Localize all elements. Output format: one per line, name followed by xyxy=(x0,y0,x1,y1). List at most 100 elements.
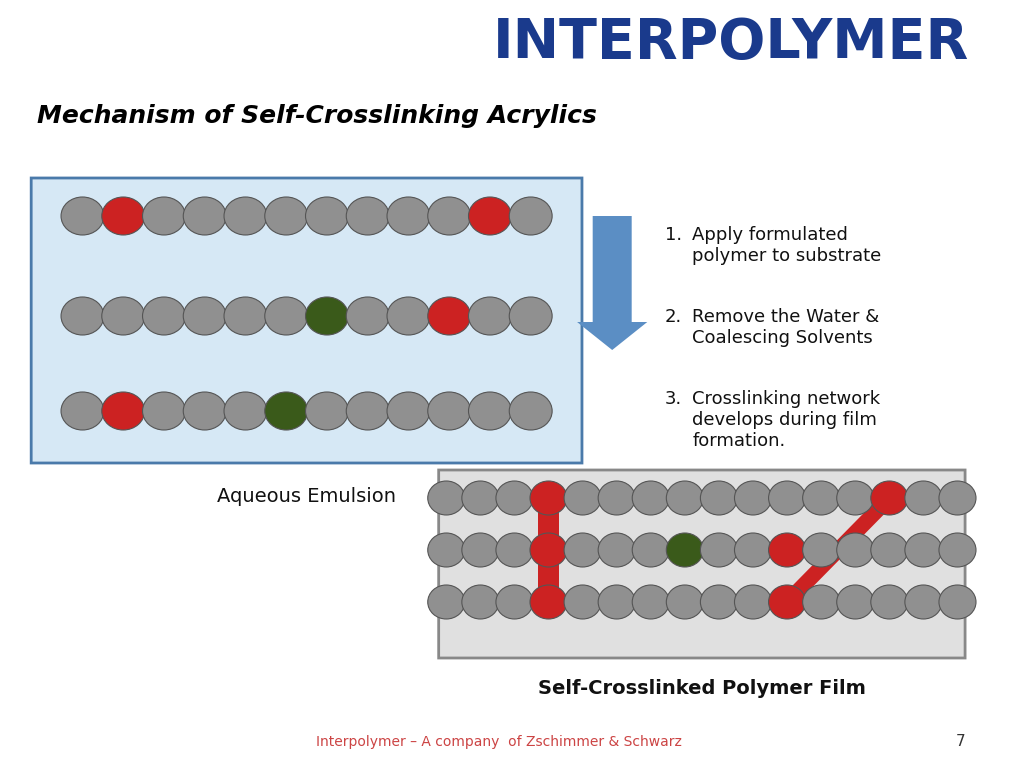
Ellipse shape xyxy=(734,585,771,619)
Ellipse shape xyxy=(183,392,226,430)
Ellipse shape xyxy=(265,297,307,335)
Ellipse shape xyxy=(530,533,567,567)
Polygon shape xyxy=(578,216,647,350)
Ellipse shape xyxy=(387,392,430,430)
Ellipse shape xyxy=(469,392,511,430)
Ellipse shape xyxy=(837,533,873,567)
Text: Self-Crosslinked Polymer Film: Self-Crosslinked Polymer Film xyxy=(538,678,866,697)
Text: Aqueous Emulsion: Aqueous Emulsion xyxy=(217,486,396,505)
Ellipse shape xyxy=(387,197,430,235)
FancyBboxPatch shape xyxy=(438,470,965,658)
Ellipse shape xyxy=(496,533,532,567)
Ellipse shape xyxy=(142,297,185,335)
Ellipse shape xyxy=(142,197,185,235)
Ellipse shape xyxy=(183,197,226,235)
Ellipse shape xyxy=(769,585,806,619)
Ellipse shape xyxy=(632,533,670,567)
Ellipse shape xyxy=(700,585,737,619)
Ellipse shape xyxy=(905,585,942,619)
Ellipse shape xyxy=(462,481,499,515)
Ellipse shape xyxy=(598,481,635,515)
FancyBboxPatch shape xyxy=(31,178,582,463)
Ellipse shape xyxy=(939,533,976,567)
Ellipse shape xyxy=(837,585,873,619)
Ellipse shape xyxy=(564,481,601,515)
Text: Mechanism of Self-Crosslinking Acrylics: Mechanism of Self-Crosslinking Acrylics xyxy=(37,104,597,128)
Ellipse shape xyxy=(462,585,499,619)
Ellipse shape xyxy=(939,585,976,619)
Ellipse shape xyxy=(428,392,471,430)
Ellipse shape xyxy=(61,392,103,430)
Ellipse shape xyxy=(61,297,103,335)
Ellipse shape xyxy=(428,197,471,235)
Ellipse shape xyxy=(769,533,806,567)
Ellipse shape xyxy=(428,481,465,515)
Ellipse shape xyxy=(598,585,635,619)
Text: 7: 7 xyxy=(955,734,965,750)
Ellipse shape xyxy=(265,197,307,235)
Ellipse shape xyxy=(224,297,267,335)
Polygon shape xyxy=(538,498,559,602)
Ellipse shape xyxy=(870,533,908,567)
Ellipse shape xyxy=(564,585,601,619)
Ellipse shape xyxy=(905,533,942,567)
Ellipse shape xyxy=(224,392,267,430)
Ellipse shape xyxy=(667,481,703,515)
Ellipse shape xyxy=(700,533,737,567)
Ellipse shape xyxy=(496,481,532,515)
Ellipse shape xyxy=(183,297,226,335)
Text: 3.: 3. xyxy=(665,390,682,408)
Ellipse shape xyxy=(305,197,348,235)
Ellipse shape xyxy=(632,481,670,515)
Ellipse shape xyxy=(509,297,552,335)
Ellipse shape xyxy=(509,197,552,235)
Ellipse shape xyxy=(428,297,471,335)
Ellipse shape xyxy=(734,481,771,515)
Ellipse shape xyxy=(803,533,840,567)
Ellipse shape xyxy=(667,533,703,567)
Ellipse shape xyxy=(346,392,389,430)
Ellipse shape xyxy=(101,297,144,335)
Ellipse shape xyxy=(142,392,185,430)
Ellipse shape xyxy=(305,297,348,335)
Ellipse shape xyxy=(700,481,737,515)
Ellipse shape xyxy=(905,481,942,515)
Ellipse shape xyxy=(462,533,499,567)
Ellipse shape xyxy=(870,481,908,515)
Ellipse shape xyxy=(224,197,267,235)
Text: INTERPOLYMER: INTERPOLYMER xyxy=(493,16,970,70)
Ellipse shape xyxy=(101,197,144,235)
Ellipse shape xyxy=(530,481,567,515)
Ellipse shape xyxy=(667,585,703,619)
Ellipse shape xyxy=(305,392,348,430)
Ellipse shape xyxy=(496,585,532,619)
Ellipse shape xyxy=(530,585,567,619)
Ellipse shape xyxy=(509,392,552,430)
Ellipse shape xyxy=(101,392,144,430)
Text: Interpolymer – A company  of Zschimmer & Schwarz: Interpolymer – A company of Zschimmer & … xyxy=(316,735,682,749)
Ellipse shape xyxy=(598,533,635,567)
Text: 1.: 1. xyxy=(665,226,682,244)
Ellipse shape xyxy=(870,585,908,619)
Polygon shape xyxy=(776,498,900,602)
Ellipse shape xyxy=(734,533,771,567)
Ellipse shape xyxy=(837,481,873,515)
Text: Apply formulated
polymer to substrate: Apply formulated polymer to substrate xyxy=(692,226,882,265)
Ellipse shape xyxy=(803,481,840,515)
Ellipse shape xyxy=(632,585,670,619)
Ellipse shape xyxy=(803,585,840,619)
Ellipse shape xyxy=(428,533,465,567)
Ellipse shape xyxy=(346,297,389,335)
Text: Crosslinking network
develops during film
formation.: Crosslinking network develops during fil… xyxy=(692,390,881,449)
Ellipse shape xyxy=(428,585,465,619)
Ellipse shape xyxy=(469,297,511,335)
Ellipse shape xyxy=(469,197,511,235)
Ellipse shape xyxy=(564,533,601,567)
Ellipse shape xyxy=(346,197,389,235)
Text: 2.: 2. xyxy=(665,308,682,326)
Ellipse shape xyxy=(387,297,430,335)
Text: Remove the Water &
Coalescing Solvents: Remove the Water & Coalescing Solvents xyxy=(692,308,880,347)
Ellipse shape xyxy=(61,197,103,235)
Ellipse shape xyxy=(265,392,307,430)
Ellipse shape xyxy=(769,481,806,515)
